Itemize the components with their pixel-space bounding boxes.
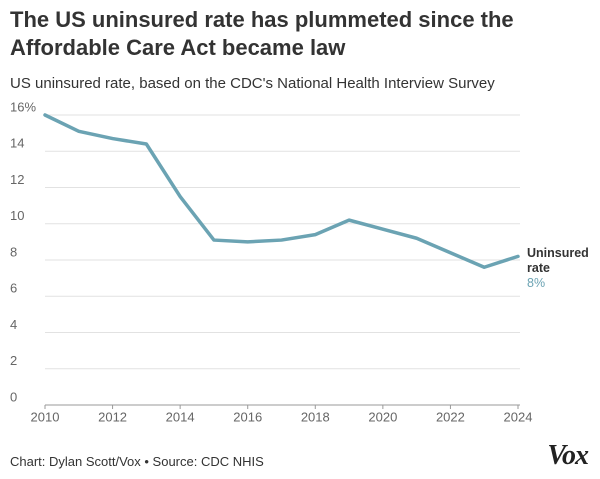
y-tick-label: 14: [10, 136, 24, 151]
y-tick-label: 10: [10, 208, 24, 223]
x-tick-label: 2020: [368, 409, 397, 424]
line: [43, 113, 520, 269]
x-tick-label: 2022: [436, 409, 465, 424]
y-tick-label: 6: [10, 281, 17, 296]
footer: Chart: Dylan Scott/Vox • Source: CDC NHI…: [10, 454, 264, 469]
y-tick-label: 8: [10, 244, 17, 259]
x-tick-label: 2014: [166, 409, 195, 424]
y-tick-label: 2: [10, 353, 17, 368]
x-tick-label: 2024: [504, 409, 533, 424]
y-tick-label: 16%: [10, 99, 36, 114]
chart-subtitle: US uninsured rate, based on the CDC's Na…: [10, 75, 495, 92]
y-tick-label: 4: [10, 317, 17, 332]
x-tick-label: 2012: [98, 409, 127, 424]
x-tick-label: 2010: [31, 409, 60, 424]
x-tick-label: 2018: [301, 409, 330, 424]
y-tick-label: 0: [10, 389, 17, 404]
logo: Vox: [547, 440, 589, 471]
y-tick-label: 12: [10, 172, 24, 187]
chart-title: The US uninsured rate has plummeted sinc…: [10, 7, 514, 60]
value-label: 8%: [527, 276, 546, 290]
x-tick-label: 2016: [233, 409, 262, 424]
series-label: Uninsured rate: [527, 246, 589, 275]
